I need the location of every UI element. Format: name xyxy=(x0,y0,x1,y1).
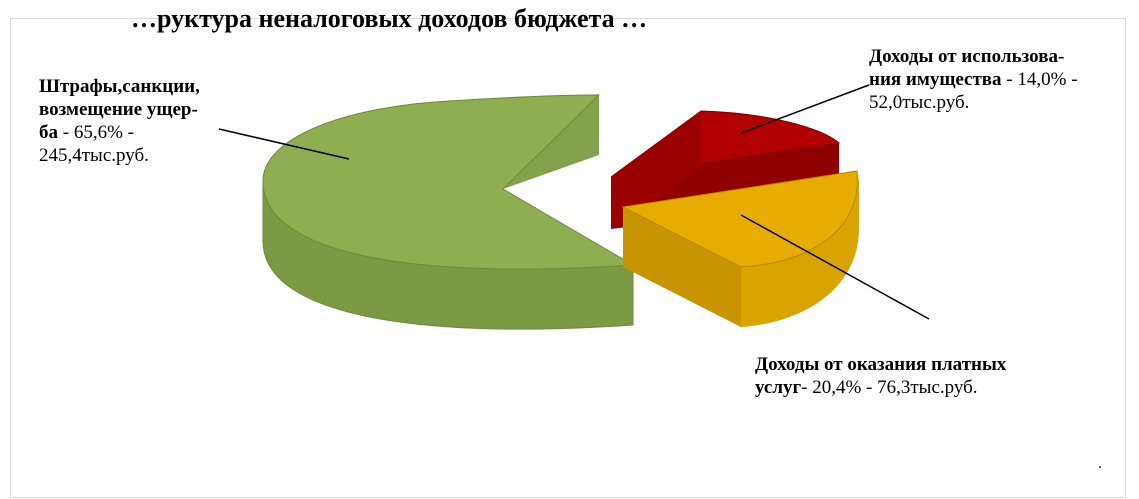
dot-mark: . xyxy=(1098,455,1102,472)
chart-title: …руктура неналоговых доходов бюджета … xyxy=(131,4,648,33)
data-label-fines: Штрафы,санкции, возмещение ущер- ба - 65… xyxy=(39,76,200,166)
leader-line-fines xyxy=(218,128,350,160)
pie-slice-fines xyxy=(262,94,635,330)
pie-slice-services xyxy=(621,170,859,327)
leader-line-property xyxy=(740,84,870,134)
chart-frame: …руктура неналоговых доходов бюджета … Ш… xyxy=(10,5,1126,498)
pie-chart xyxy=(218,84,930,330)
leader-line-services xyxy=(740,214,930,320)
data-label-property: Доходы от использова- ния имущества - 14… xyxy=(869,46,1078,113)
data-label-services: Доходы от оказания платных услуг- 20,4% … xyxy=(755,354,1007,398)
